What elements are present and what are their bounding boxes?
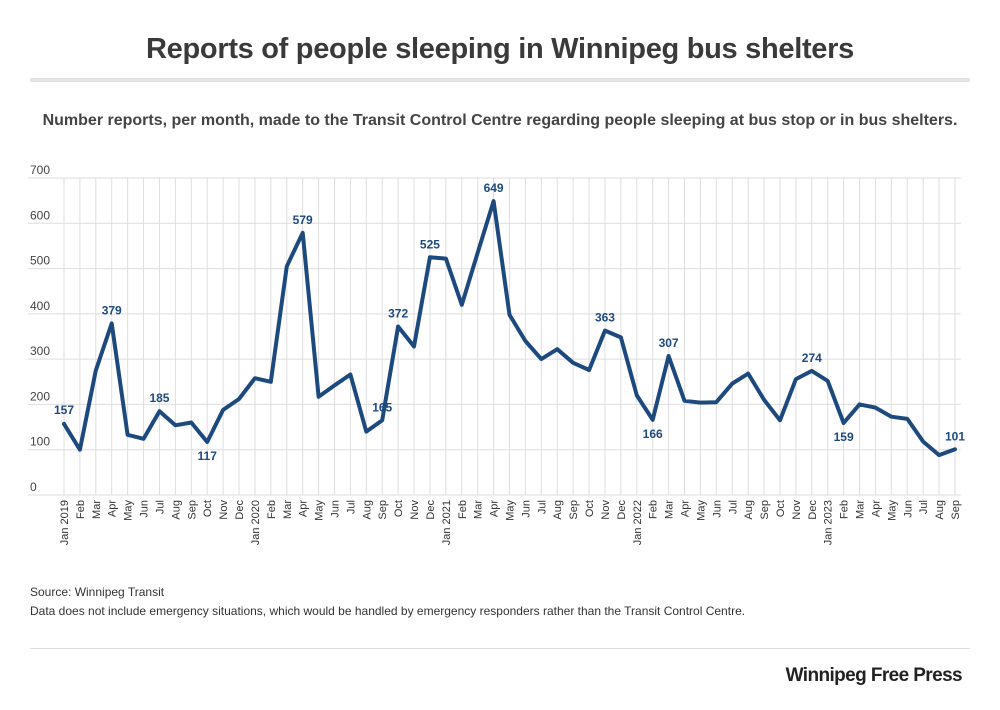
data-label: 372 [388, 307, 408, 321]
x-tick-label: Mar [91, 500, 103, 519]
x-tick-label: Dec [616, 500, 628, 520]
source-note: Source: Winnipeg Transit [30, 585, 165, 599]
data-label: 274 [802, 351, 822, 365]
data-label: 117 [198, 449, 218, 463]
x-tick-label: Jun [902, 500, 914, 518]
x-tick-label: Jan 2022 [632, 500, 644, 545]
x-tick-label: Oct [584, 500, 596, 517]
data-label: 307 [659, 336, 679, 350]
data-label: 525 [420, 237, 440, 251]
x-tick-label: Nov [409, 500, 421, 520]
data-label: 157 [54, 403, 74, 417]
y-tick-label-0: 0 [30, 480, 37, 494]
x-tick-label: Feb [75, 500, 87, 519]
x-tick-label: May [695, 500, 707, 521]
y-gridlines [28, 177, 961, 496]
x-tick-label: Sep [186, 500, 198, 520]
x-tick-label: Oct [393, 500, 405, 517]
x-gridlines [63, 178, 956, 495]
data-labels: 157 379 185 117 579 165 372 525 649 363 166 307 274 1… [54, 181, 965, 463]
data-label: 185 [149, 391, 169, 405]
y-tick-label-600: 600 [30, 208, 50, 222]
x-tick-label: Jul [154, 500, 166, 514]
data-label: 165 [372, 400, 392, 414]
x-tick-label: Jul [345, 500, 357, 514]
x-tick-label: Apr [107, 500, 119, 517]
x-tick-label: Sep [759, 500, 771, 520]
x-tick-label: Jan 2021 [441, 500, 453, 545]
x-tick-label: Sep [950, 500, 962, 520]
x-tick-label: Nov [218, 500, 230, 520]
x-tick-label: Aug [361, 500, 373, 520]
x-tick-label: Oct [775, 500, 787, 517]
x-tick-label: Aug [170, 500, 182, 520]
y-tick-label-100: 100 [30, 435, 50, 449]
y-tick-label-300: 300 [30, 344, 50, 358]
x-tick-label: Apr [680, 500, 692, 517]
x-tick-label: Jan 2019 [59, 500, 71, 545]
y-tick-label-500: 500 [30, 254, 50, 268]
x-tick-label: Aug [552, 500, 564, 520]
x-tick-label: Jun [139, 500, 151, 518]
y-tick-label-200: 200 [30, 389, 50, 403]
x-tick-label: Jun [520, 500, 532, 518]
data-label: 379 [102, 303, 122, 317]
x-tick-label: Apr [298, 500, 310, 517]
data-label: 101 [945, 429, 965, 443]
x-tick-label: Sep [377, 500, 389, 520]
x-tick-label: Apr [489, 500, 501, 517]
x-tick-label: Aug [743, 500, 755, 520]
x-tick-label: Jun [329, 500, 341, 518]
x-tick-label: Dec [807, 500, 819, 520]
x-tick-label: Jul [727, 500, 739, 514]
y-axis-ticks: 0 100 200 300 400 500 600 700 [30, 163, 50, 494]
x-tick-label: Jul [536, 500, 548, 514]
series-line-reports [62, 199, 957, 458]
data-label: 363 [595, 311, 615, 325]
data-label: 649 [484, 181, 504, 195]
y-tick-label-400: 400 [30, 299, 50, 313]
y-tick-label-700: 700 [30, 163, 50, 177]
x-tick-label: May [123, 500, 135, 521]
x-tick-label: Apr [870, 500, 882, 517]
x-tick-label: Dec [425, 500, 437, 520]
x-tick-label: Jan 2020 [250, 500, 262, 545]
x-tick-label: Oct [202, 500, 214, 517]
x-tick-label: Feb [648, 500, 660, 519]
x-tick-label: Jun [711, 500, 723, 518]
x-tick-label: Mar [282, 500, 294, 519]
data-label: 159 [834, 430, 854, 444]
x-tick-label: Feb [457, 500, 469, 519]
x-tick-label: May [314, 500, 326, 521]
x-tick-label: Dec [234, 500, 246, 520]
x-tick-label: Feb [839, 500, 851, 519]
x-tick-label: Jan 2023 [823, 500, 835, 545]
x-tick-label: Nov [600, 500, 612, 520]
x-axis-ticks: Jan 2019 Feb Mar Apr May Jun Jul Aug Sep Oct Nov De… [59, 500, 962, 546]
data-label: 579 [293, 213, 313, 227]
chart-title: Reports of people sleeping in Winnipeg b… [146, 33, 854, 65]
x-tick-label: Nov [791, 500, 803, 520]
footer-divider [30, 648, 970, 649]
data-note: Data does not include emergency situatio… [30, 604, 746, 618]
chart-subtitle: Number reports, per month, made to the T… [42, 112, 958, 129]
x-tick-label: Mar [664, 500, 676, 519]
x-tick-label: May [505, 500, 517, 521]
x-tick-label: Mar [855, 500, 867, 519]
x-tick-label: Feb [266, 500, 278, 519]
x-tick-label: Sep [568, 500, 580, 520]
title-divider [30, 78, 970, 82]
x-tick-label: Mar [473, 500, 485, 519]
x-tick-label: Aug [934, 500, 946, 520]
x-tick-label: May [886, 500, 898, 521]
data-label: 166 [643, 427, 663, 441]
x-tick-label: Jul [918, 500, 930, 514]
publisher-logo: Winnipeg Free Press [785, 665, 963, 686]
